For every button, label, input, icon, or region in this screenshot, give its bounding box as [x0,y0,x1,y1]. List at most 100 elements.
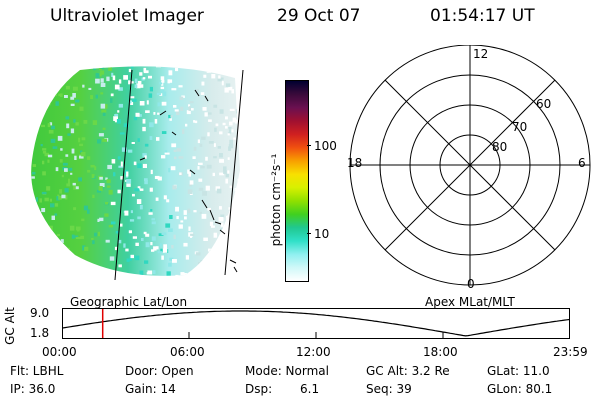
speckle [245,80,250,84]
speckle [100,66,105,69]
speckle [83,205,89,211]
speckle [97,218,100,222]
colorbar-tick-label: 10 [314,227,330,241]
speckle [72,86,78,91]
speckle [82,245,86,251]
speckle [259,133,260,137]
speckle [150,242,153,246]
speckle [124,210,129,216]
speckle [75,122,79,126]
speckle [248,261,253,266]
speckle [241,276,245,280]
info-glat: GLat: 11.0 [487,364,550,378]
speckle [51,94,54,99]
speckle [248,242,252,244]
speckle [32,164,36,167]
speckle [44,197,49,202]
speckle [232,273,238,276]
altitude-ytick-bottom: 1.8 [30,326,50,340]
speckle [41,208,46,213]
speckle [144,178,148,181]
speckle [188,104,191,107]
speckle [136,199,142,204]
speckle [46,264,50,270]
speckle [49,265,54,271]
speckle [151,218,155,221]
speckle [156,66,161,68]
speckle [187,189,193,194]
speckle [47,123,51,128]
speckle [147,270,153,275]
speckle [201,213,207,219]
info-dsp: Dsp: [245,382,273,396]
speckle [221,81,224,86]
speckle [64,95,68,98]
speckle [170,166,176,171]
speckle [223,166,227,171]
speckle [161,79,165,83]
speckle [178,156,184,159]
speckle [70,103,75,106]
speckle [80,62,83,66]
speckle [45,273,49,276]
speckle [42,150,47,154]
speckle [65,154,69,157]
speckle [168,114,172,119]
speckle [31,176,35,179]
speckle [100,92,104,95]
speckle [199,211,202,214]
speckle [32,250,38,254]
speckle [253,149,256,151]
speckle [208,119,212,122]
speckle [55,101,59,106]
speckle [98,133,104,137]
speckle [101,109,107,113]
speckle [74,186,79,190]
speckle [139,205,143,210]
speckle [71,148,75,154]
speckle [48,129,54,134]
speckle [42,171,46,176]
polar-diagonal [384,79,556,251]
speckle [238,180,240,185]
speckle [107,164,112,170]
speckle [258,123,260,126]
speckle [128,101,132,104]
speckle [189,180,194,185]
speckle [99,183,105,187]
speckle [22,237,27,241]
speckle [179,96,184,100]
speckle [111,221,116,225]
speckle [220,228,225,231]
speckle [213,104,218,108]
speckle [252,130,256,134]
speckle [79,143,83,147]
longitude-line [224,69,244,276]
speckle [139,101,145,106]
speckle [176,216,179,220]
speckle [57,135,63,141]
speckle [27,221,29,225]
info-flt: Flt: LBHL [10,364,64,378]
speckle [78,271,82,275]
speckle [117,280,119,284]
speckle [139,72,143,76]
speckle [121,147,127,152]
speckle [197,265,201,269]
speckle [52,146,58,149]
speckle [144,143,149,147]
speckle [94,277,97,280]
speckle [126,179,132,184]
speckle [250,250,253,253]
speckle [239,121,240,125]
speckle [128,68,131,73]
speckle [35,74,40,77]
speckle [41,191,47,195]
speckle [92,120,97,125]
speckle [193,146,197,151]
speckle [106,185,111,188]
speckle [88,281,91,284]
speckle [150,209,153,212]
speckle [252,179,256,183]
speckle [250,249,253,252]
